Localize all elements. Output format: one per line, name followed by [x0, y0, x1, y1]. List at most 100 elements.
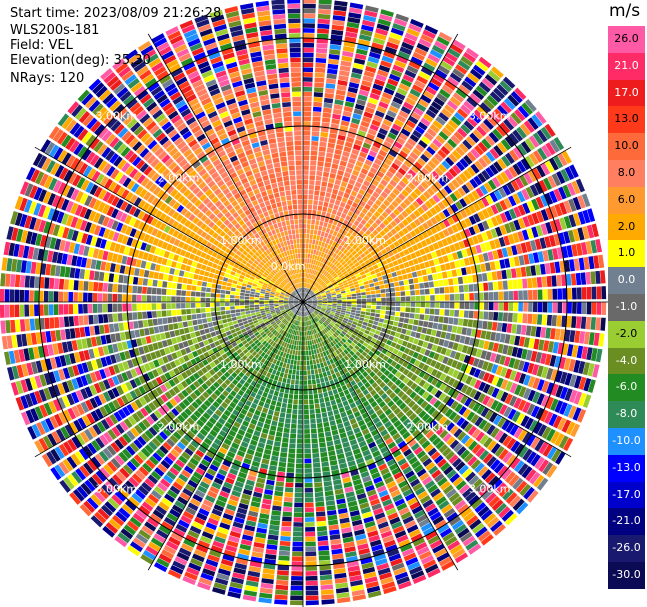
range-gate	[569, 164, 579, 178]
range-gate	[345, 167, 353, 174]
range-gate	[324, 311, 330, 315]
range-gate	[495, 482, 507, 494]
range-gate	[425, 210, 434, 219]
range-gate	[489, 261, 496, 271]
range-gate	[531, 364, 540, 376]
range-gate	[418, 362, 425, 370]
range-gate	[443, 279, 449, 286]
range-gate	[356, 292, 361, 296]
range-gate	[380, 310, 386, 315]
range-gate	[263, 402, 270, 409]
range-gate	[472, 357, 480, 367]
range-gate	[420, 66, 433, 77]
range-gate	[550, 328, 556, 340]
range-gate	[601, 286, 607, 300]
range-gate	[510, 91, 523, 104]
range-gate	[332, 265, 338, 271]
range-gate	[370, 286, 376, 291]
range-gate	[421, 213, 430, 221]
range-gate	[452, 39, 466, 50]
range-gate	[465, 136, 476, 147]
range-gate	[401, 146, 411, 155]
range-gate	[467, 425, 477, 436]
range-gate	[491, 176, 501, 188]
range-gate	[523, 172, 533, 185]
range-gate	[510, 179, 520, 192]
range-gate	[568, 198, 577, 212]
range-gate	[517, 279, 523, 289]
range-gate	[313, 265, 317, 270]
range-gate	[353, 108, 364, 116]
range-gate	[341, 330, 347, 336]
range-gate	[343, 282, 349, 286]
range-gate	[361, 80, 372, 88]
range-gate	[355, 48, 368, 56]
range-gate	[572, 196, 582, 211]
range-gate	[274, 599, 288, 605]
range-gate	[553, 136, 565, 151]
range-gate	[399, 150, 408, 159]
range-gate	[364, 222, 371, 229]
range-gate	[394, 60, 407, 69]
range-gate	[310, 160, 317, 166]
range-gate	[303, 8, 316, 14]
range-gate	[403, 279, 409, 285]
range-gate	[508, 291, 514, 301]
range-gate	[293, 512, 303, 518]
range-gate	[379, 359, 386, 366]
range-gate	[367, 323, 373, 328]
range-gate	[400, 307, 406, 312]
range-gate	[578, 392, 587, 407]
range-gate	[324, 265, 329, 271]
range-gate	[418, 379, 426, 387]
range-gate	[312, 234, 317, 240]
range-gate	[307, 299, 313, 301]
range-gate	[322, 299, 328, 301]
range-gate	[266, 544, 278, 550]
range-gate	[309, 234, 314, 240]
range-gate	[485, 351, 492, 361]
range-gate	[423, 62, 436, 72]
range-gate	[409, 88, 421, 98]
range-gate	[403, 318, 410, 324]
range-gate	[317, 535, 329, 542]
range-gate	[329, 420, 336, 426]
range-gate	[326, 509, 337, 516]
range-gate	[321, 282, 326, 287]
range-gate	[290, 585, 303, 591]
range-gate	[284, 487, 294, 493]
range-gate	[265, 549, 277, 555]
range-gate	[426, 328, 432, 335]
range-gate	[326, 318, 332, 322]
range-gate	[339, 201, 346, 208]
range-gate	[342, 50, 354, 58]
range-gate	[394, 286, 400, 292]
range-gate	[280, 447, 288, 453]
range-gate	[577, 195, 586, 209]
range-gate	[342, 230, 348, 236]
range-gate	[476, 233, 484, 243]
range-gate	[339, 234, 345, 241]
range-gate	[578, 376, 587, 391]
range-gate	[331, 404, 338, 411]
range-gate	[329, 269, 334, 275]
range-gate	[374, 330, 381, 335]
range-gate	[308, 189, 314, 195]
range-gate	[404, 172, 413, 181]
range-gate	[386, 273, 393, 279]
range-gate	[321, 294, 327, 297]
range-gate	[498, 485, 511, 498]
range-gate	[347, 338, 353, 344]
range-gate	[351, 296, 357, 299]
range-gate	[324, 313, 329, 317]
range-gate	[316, 235, 321, 241]
range-gate	[350, 72, 362, 80]
range-gate	[476, 404, 486, 415]
range-gate	[437, 64, 450, 75]
range-gate	[497, 312, 504, 322]
range-gate	[348, 344, 354, 350]
range-gate	[348, 178, 356, 186]
range-gate	[366, 61, 378, 69]
range-gate	[550, 369, 559, 382]
range-gate	[390, 255, 397, 262]
